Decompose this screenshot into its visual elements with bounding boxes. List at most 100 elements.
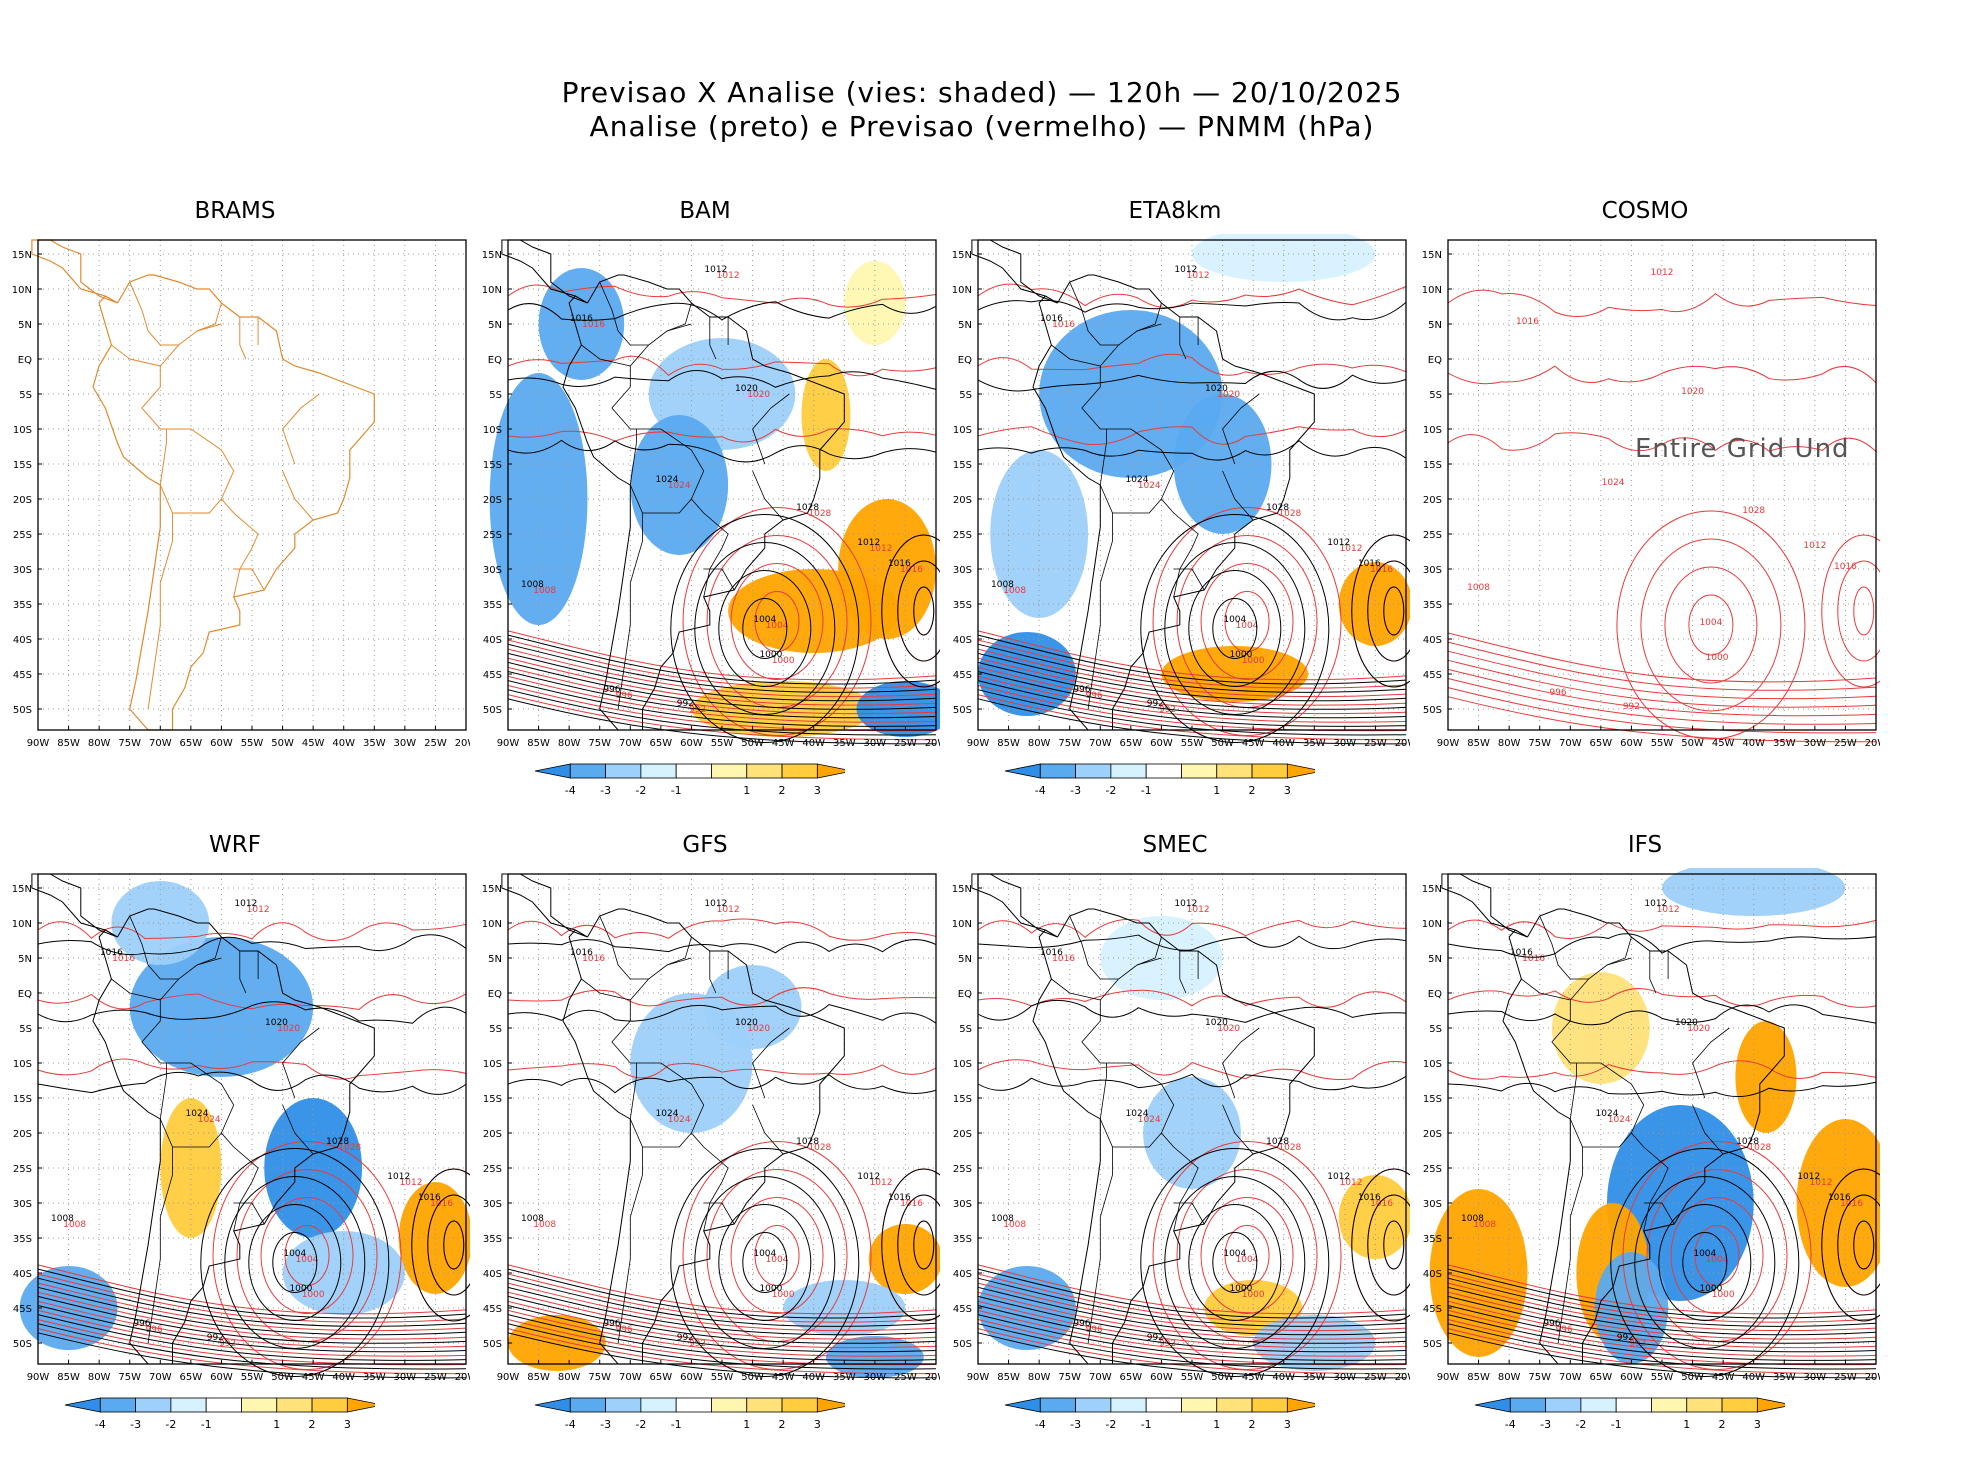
isobar-label: 1016 [900,565,923,575]
lat-tick-label: 25S [13,530,32,541]
map-frame [37,873,467,1365]
colorbar-label: -4 [565,1418,576,1431]
isobar-label: 1028 [808,1143,831,1153]
isobar-label: 992 [689,705,706,715]
isobar-label: 1028 [1742,506,1765,516]
isobar-label: 1028 [1278,509,1301,519]
colorbar-label: -2 [1105,1418,1116,1431]
lat-tick-label: 15S [483,460,502,471]
colorbar-label: -1 [1141,784,1152,797]
colorbar: -4-3-2-11234 [534,1397,845,1431]
lat-tick-label: 45S [13,1304,32,1315]
lat-tick-label: 10N [952,285,972,296]
map-plot: 1012 1016 1020 1024 1028 1008 1004 1000 996 992 10… [482,873,940,1383]
chart-title-line2: Analise (preto) e Previsao (vermelho) — … [589,110,1375,143]
isobar-label: 992 [207,1333,224,1343]
map-frame [977,873,1407,1365]
lon-tick-label: 35W [833,1372,856,1383]
lat-tick-label: 35S [483,1234,502,1245]
colorbar-swatch [1686,1397,1723,1413]
colorbar-swatch [746,1397,783,1413]
isobar-label: 1024 [186,1109,209,1119]
isobar-label: 1000 [1242,1290,1265,1300]
lon-tick-label: 90W [967,738,990,749]
colorbar-swatch [1039,1397,1076,1413]
lat-tick-label: 35S [953,1234,972,1245]
lat-tick-label: 50S [1423,705,1442,716]
lat-tick-label: 50S [953,705,972,716]
lon-tick-label: 85W [997,738,1020,749]
isobar-label: 1012 [1187,905,1210,915]
lon-tick-label: 80W [1498,1372,1521,1383]
isobar-label: 1012 [1327,538,1350,548]
lat-tick-label: 30S [13,1199,32,1210]
isobar-label: 1012 [1327,1172,1350,1182]
coastline [501,239,845,731]
colorbar-swatch [1145,1397,1182,1413]
lat-tick-label: 35S [13,600,32,611]
lon-tick-label: 20W [1865,738,1880,749]
colorbar-swatch [675,763,712,779]
lat-tick-label: 25S [483,530,502,541]
lat-tick-label: EQ [18,355,32,366]
lat-tick-label: 5S [489,390,502,401]
lat-tick-label: 25S [953,530,972,541]
isobar-label: 1028 [338,1143,361,1153]
lon-tick-label: 45W [772,1372,795,1383]
lon-tick-label: 25W [1364,1372,1387,1383]
forecast-isobars: 1012 1016 1020 1024 1028 1008 1004 1000 996 992 10… [37,905,470,1375]
coastline [31,873,375,1365]
forecast-isobars: 1012 1016 1020 1024 1028 1008 1004 1000 996 992 10… [977,905,1410,1375]
lat-tick-label: 20S [1423,495,1442,506]
colorbar-label: -1 [1141,1418,1152,1431]
isobar-label: 1012 [1803,541,1826,551]
lon-tick-label: 25W [1834,1372,1857,1383]
lat-tick-label: 25S [1423,1164,1442,1175]
colorbar-label: -3 [1070,1418,1081,1431]
lon-tick-label: 75W [118,738,141,749]
isobar-label: 1000 [772,656,795,666]
isobar-label: 1004 [753,615,776,625]
lat-tick-label: 15S [13,460,32,471]
isobar-label: 1000 [1229,650,1252,660]
lat-tick-label: 5S [489,1024,502,1035]
lon-tick-label: 90W [497,1372,520,1383]
lat-tick-label: 10S [13,1059,32,1070]
isobar-label: 1004 [766,1255,789,1265]
lat-tick-label: 10N [12,919,32,930]
lat-tick-label: 20S [1423,1129,1442,1140]
colorbar-swatch [205,1397,242,1413]
colorbar-swatch [1545,1397,1582,1413]
isobar-label: 1008 [1467,583,1490,593]
isobar-label: 1012 [704,899,727,909]
lon-tick-label: 80W [88,1372,111,1383]
lat-tick-label: 50S [13,705,32,716]
lon-tick-label: 70W [1559,738,1582,749]
lat-tick-label: 10S [1423,425,1442,436]
isobar-label: 1016 [1516,317,1539,327]
isobar-label: 1012 [870,544,893,554]
lon-tick-label: 90W [497,738,520,749]
isobar-label: 1024 [1138,481,1161,491]
isobar-label: 996 [603,685,620,695]
graticule [978,240,1406,730]
colorbar-swatch [816,1397,845,1413]
lon-tick-label: 40W [332,738,355,749]
lon-tick-label: 65W [1590,738,1613,749]
lat-tick-label: 10S [1423,1059,1442,1070]
isobar-label: 996 [1086,1325,1103,1335]
lon-tick-label: 30W [394,1372,417,1383]
lon-tick-label: 70W [619,738,642,749]
lon-tick-label: 70W [1089,1372,1112,1383]
lat-tick-label: 10N [482,285,502,296]
lon-tick-label: 25W [424,738,447,749]
isobar-label: 1012 [1810,1178,1833,1188]
lon-tick-label: 45W [1242,1372,1265,1383]
lat-tick-label: EQ [958,989,972,1000]
lon-tick-label: 20W [455,738,470,749]
lat-tick-label: 15N [1422,250,1442,261]
colorbar-swatch [746,763,783,779]
colorbar-swatch [1721,1397,1758,1413]
lon-tick-label: 60W [1150,738,1173,749]
lon-tick-label: 55W [1651,738,1674,749]
